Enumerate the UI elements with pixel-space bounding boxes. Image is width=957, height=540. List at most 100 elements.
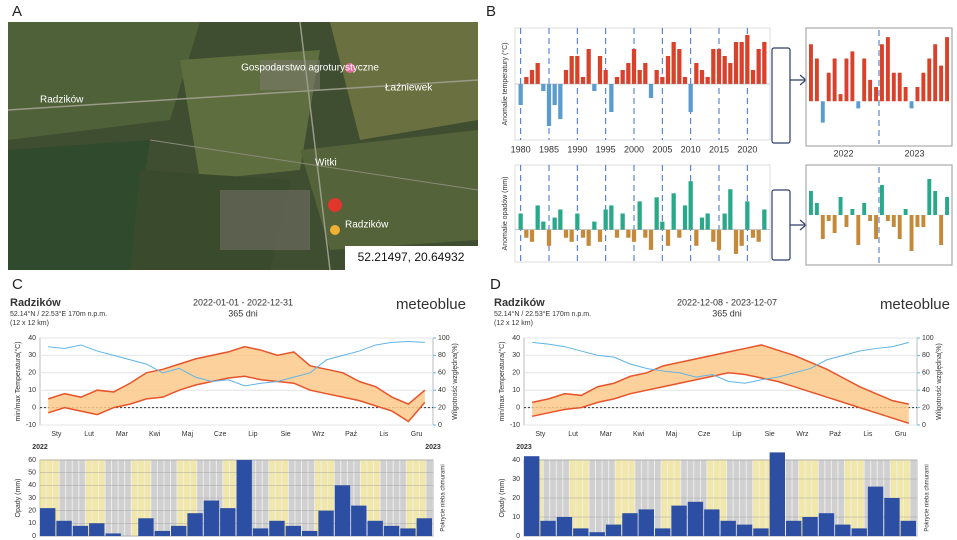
bar [892,215,896,227]
bar [723,214,727,230]
y-tick-label: 30 [512,352,520,359]
x-tick-label: Lis [863,431,872,438]
bar [706,77,710,84]
precip-bar [384,526,399,536]
bar [666,56,670,84]
x-tick-label: 2015 [709,144,729,154]
x-tick-label: Sie [281,431,291,438]
precip-bar [318,511,333,536]
precip-bar [368,521,383,536]
precip-bar [417,518,432,536]
y-tick-label: -10 [26,422,36,429]
bar [886,37,890,101]
coordinates: 52.14°N / 22.53°E 170m n.p.m. [10,310,107,318]
map-label: Witki [315,158,337,169]
y-tick-label: 10 [512,387,520,394]
y2-tick-label: 100 [922,335,934,342]
bar [592,222,596,230]
precip-bar [606,525,621,536]
precip-bar [590,532,605,536]
x-tick-label: Wrz [796,431,809,438]
bar [700,70,704,84]
x-tick-label: Maj [182,431,194,438]
bar [700,218,704,230]
bar [649,84,653,98]
bar [570,230,574,242]
bar [581,230,585,238]
y-tick-label: 10 [28,387,36,394]
y2-tick-label: 0 [922,422,926,429]
y-tick-label: 20 [28,370,36,377]
x-tick-label: 1995 [596,144,616,154]
bar [609,84,613,112]
bar [821,101,825,122]
precip-bar [269,521,284,536]
y2-axis-label: Pokrycie nieba chmurami [441,464,447,531]
coordinates: 52.21497, 20.64932 [358,250,465,264]
precip-bar [400,528,415,536]
bar [711,230,715,242]
precip-bar [204,501,219,536]
year-label: 2022 [833,148,853,158]
bar [945,197,949,215]
precip-bar [171,526,186,536]
precip-bar [802,517,817,536]
panel-b-frame [772,28,952,265]
precip-bar [770,452,785,536]
bar [541,84,545,91]
bar [898,73,902,102]
bar [524,77,528,84]
bar [706,214,710,230]
location: Radzików [494,297,545,309]
x-tick-label: Lis [379,431,388,438]
bar [626,63,630,84]
bar [519,84,523,105]
bar [530,70,534,84]
bar [530,230,534,242]
bar [717,230,721,250]
bar [833,215,837,233]
y2-tick-label: 40 [922,387,930,394]
bar [672,42,676,84]
bar [880,44,884,101]
precip-bar [335,485,350,536]
y2-tick-label: 60 [922,370,930,377]
bar [615,77,619,84]
x-tick-label: 1985 [539,144,559,154]
y-tick-label: 0 [516,404,520,411]
bar [604,209,608,229]
bar [564,70,568,84]
precip-bar [524,456,539,536]
bar [892,73,896,102]
bar [745,35,749,84]
x-tick-label: Wrz [312,431,325,438]
x-tick-label: Lip [732,431,741,438]
bar [762,42,766,84]
y2-tick-label: 40 [438,387,446,394]
y2-tick-label: 0 [438,422,442,429]
x-tick-label: Mar [600,431,613,438]
precip-bar [40,508,55,536]
bar [643,63,647,84]
x-tick-label: 2005 [652,144,672,154]
location: Radzików [10,297,61,309]
days: 365 dni [712,308,742,318]
bar [916,215,920,227]
bar [880,185,884,215]
x-tick-label: 2000 [624,144,644,154]
period: 2022-01-01 - 2022-12-31 [193,297,293,307]
y-tick-label: 20 [28,508,36,515]
panel-label: A [12,3,22,20]
bar [541,222,545,230]
y-axis-label: Opady (mm) [15,479,22,518]
bar [536,205,540,229]
precip-bar [721,521,736,536]
bar [604,70,608,84]
satellite-map: Gospodarstwo agroturystyczne Radzików Ła… [8,22,478,270]
bar [933,191,937,215]
precip-bar [106,533,121,536]
bar [621,70,625,84]
y2-tick-label: 100 [438,335,450,342]
bar [904,87,908,101]
bar [921,73,925,102]
